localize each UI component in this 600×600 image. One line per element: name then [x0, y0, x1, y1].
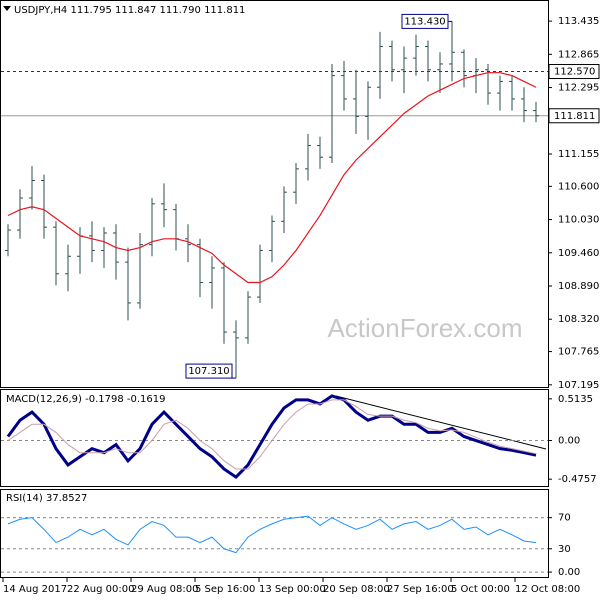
x-tick-label: 29 Aug 08:00	[131, 584, 198, 595]
watermark: ActionForex.com	[327, 313, 522, 343]
y-tick-label: 109.460	[558, 248, 599, 259]
moving-average	[7, 72, 537, 284]
trendline	[335, 395, 547, 450]
indicator-line	[7, 399, 537, 470]
annotation-label: 107.310	[188, 366, 229, 377]
y-tick-label: 108.320	[558, 314, 599, 325]
macd-panel	[0, 389, 549, 487]
annotation-box	[185, 363, 233, 379]
y-tick-label: 110.030	[558, 215, 599, 226]
y-tick-label: 112.295	[558, 83, 599, 94]
y-tick-label: 107.765	[558, 347, 599, 358]
y-tick-label: 113.435	[558, 16, 599, 27]
x-tick-label: 20 Sep 08:00	[323, 584, 390, 595]
x-tick-label: 12 Oct 08:00	[515, 584, 580, 595]
level-box	[548, 64, 600, 80]
y-tick-label: -0.4757	[558, 474, 597, 485]
y-tick-label: 112.865	[558, 49, 599, 60]
menu-arrow	[3, 6, 11, 11]
y-tick-label: 70	[558, 513, 571, 524]
x-tick-label: 5 Oct 00:00	[451, 584, 510, 595]
x-tick-label: 14 Aug 2017	[3, 584, 67, 595]
y-tick-label: 0.00	[558, 567, 580, 578]
y-tick-label: 110.600	[558, 181, 599, 192]
y-tick-label: 30	[558, 544, 571, 555]
indicator-line	[7, 515, 537, 554]
indicator-line	[6, 394, 537, 480]
price-panel	[0, 0, 549, 388]
level-box	[548, 108, 600, 124]
y-tick-label: 0.5135	[558, 394, 593, 405]
y-tick-label: 107.195	[558, 380, 599, 391]
x-tick-label: 27 Sep 16:00	[387, 584, 454, 595]
y-tick-label: 111.155	[558, 149, 599, 160]
rsi-panel	[0, 489, 549, 578]
x-tick-label: 13 Sep 00:00	[259, 584, 326, 595]
x-tick-label: 22 Aug 00:00	[67, 584, 134, 595]
level-label: 111.811	[554, 111, 595, 122]
level-label: 112.570	[554, 67, 595, 78]
x-tick-label: 5 Sep 16:00	[195, 584, 255, 595]
annotation-label: 113.430	[404, 16, 445, 27]
y-tick-label: 0.00	[558, 436, 580, 447]
chart-title: USDJPY,H4 111.795 111.847 111.790 111.81…	[14, 5, 245, 16]
macd-title: MACD(12,26,9) -0.1798 -0.1619	[6, 394, 166, 405]
rsi-title: RSI(14) 37.8527	[6, 493, 87, 504]
y-tick-label: 108.890	[558, 281, 599, 292]
